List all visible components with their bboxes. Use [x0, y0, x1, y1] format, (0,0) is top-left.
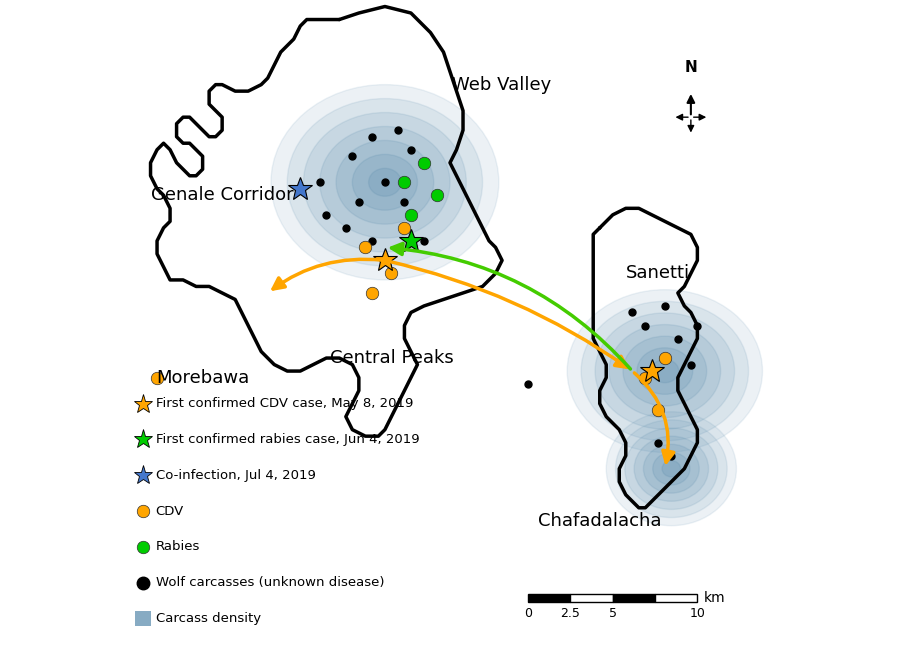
Ellipse shape [303, 113, 466, 252]
Text: Central Peaks: Central Peaks [329, 349, 454, 367]
Ellipse shape [352, 154, 418, 210]
Bar [135, 611, 150, 626]
Text: 10: 10 [689, 607, 706, 620]
Text: Sanetti: Sanetti [626, 264, 690, 283]
Bar [571, 594, 613, 602]
Ellipse shape [625, 428, 718, 509]
Text: Morebawa: Morebawa [156, 368, 249, 387]
Text: Chafadalacha: Chafadalacha [538, 512, 662, 530]
Ellipse shape [637, 348, 693, 395]
Bar [613, 594, 655, 602]
Ellipse shape [287, 98, 482, 266]
Text: Web Valley: Web Valley [453, 76, 552, 94]
Bar [655, 594, 698, 602]
Text: Carcass density: Carcass density [156, 612, 261, 625]
Text: 5: 5 [608, 607, 617, 620]
Ellipse shape [634, 436, 708, 501]
Ellipse shape [369, 169, 401, 196]
Ellipse shape [662, 461, 680, 477]
Ellipse shape [623, 336, 706, 406]
Ellipse shape [652, 452, 690, 485]
Text: km: km [704, 591, 725, 605]
Ellipse shape [320, 126, 450, 238]
Text: First confirmed rabies case, Jun 4, 2019: First confirmed rabies case, Jun 4, 2019 [156, 433, 419, 446]
Ellipse shape [616, 420, 727, 518]
Ellipse shape [567, 290, 762, 452]
Text: Genale Corridor: Genale Corridor [151, 186, 293, 204]
Text: 2.5: 2.5 [561, 607, 581, 620]
Text: CDV: CDV [156, 505, 184, 518]
Ellipse shape [607, 411, 736, 526]
Bar [528, 594, 571, 602]
Text: Rabies: Rabies [156, 540, 200, 553]
Text: Co-infection, Jul 4, 2019: Co-infection, Jul 4, 2019 [156, 469, 316, 482]
Ellipse shape [644, 444, 699, 493]
Text: First confirmed CDV case, May 8, 2019: First confirmed CDV case, May 8, 2019 [156, 397, 413, 410]
Ellipse shape [581, 301, 749, 441]
Ellipse shape [336, 141, 434, 224]
Ellipse shape [595, 313, 734, 429]
Ellipse shape [651, 359, 679, 383]
Text: 0: 0 [524, 607, 532, 620]
Ellipse shape [271, 85, 499, 280]
Text: N: N [685, 60, 698, 75]
Ellipse shape [609, 325, 721, 417]
Text: Wolf carcasses (unknown disease): Wolf carcasses (unknown disease) [156, 576, 384, 589]
